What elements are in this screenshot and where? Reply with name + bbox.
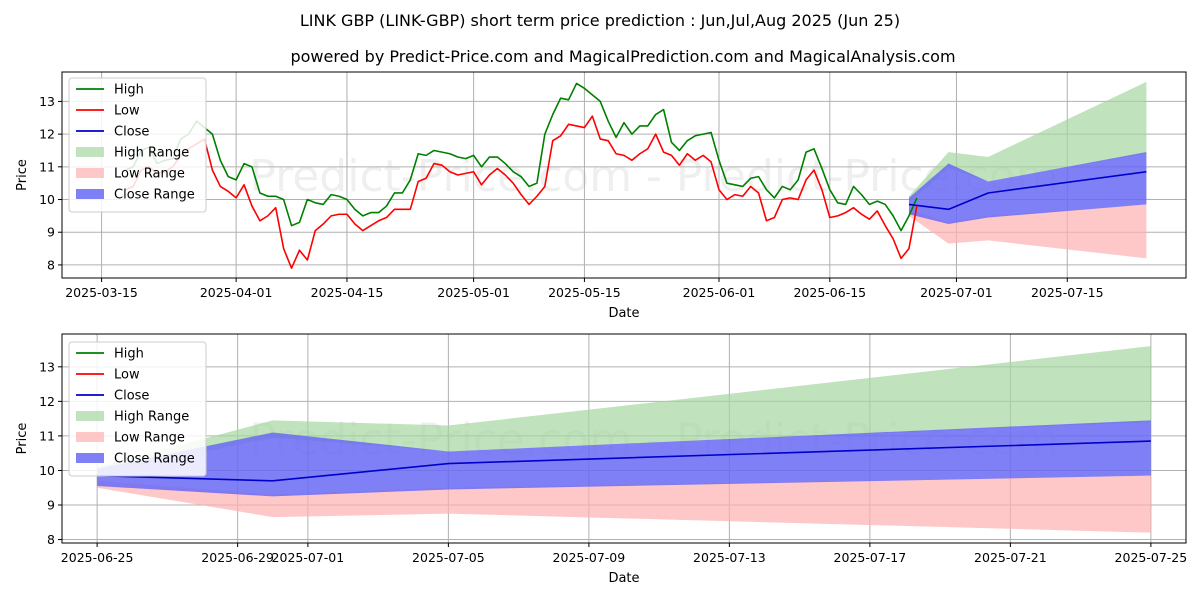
legend-label: Low	[114, 368, 140, 383]
x-tick-label: 2025-07-01	[920, 285, 993, 300]
x-tick-label: 2025-06-15	[793, 285, 866, 300]
x-tick-label: 2025-03-15	[65, 285, 138, 300]
x-tick-label: 2025-06-25	[61, 550, 134, 565]
y-tick-label: 8	[47, 532, 55, 547]
legend-label: Close Range	[114, 452, 195, 467]
x-tick-label: 2025-07-15	[1031, 285, 1104, 300]
chart-title: LINK GBP (LINK-GBP) short term price pre…	[300, 11, 900, 30]
legend-label: High	[114, 347, 144, 362]
legend: High Low Close High Range Low Range Close Ran…	[68, 341, 207, 477]
plot-area	[97, 346, 1151, 533]
legend-label: Low	[114, 104, 140, 119]
legend-label: High Range	[114, 146, 189, 161]
x-tick-label: 2025-05-15	[548, 285, 621, 300]
legend-box	[68, 341, 207, 477]
legend-swatch-low-range	[76, 168, 104, 178]
series-line-close	[97, 440, 1151, 482]
legend-swatch-close-range	[76, 453, 104, 463]
x-tick-label: 2025-07-09	[553, 550, 626, 565]
x-tick-label: 2025-07-21	[974, 550, 1047, 565]
legend-box	[68, 77, 207, 213]
x-tick-label: 2025-07-17	[834, 550, 907, 565]
legend-label: High	[114, 83, 144, 98]
legend-swatch-high-range	[76, 411, 104, 421]
legend: High Low Close High Range Low Range Close Ran…	[68, 77, 207, 213]
legend-swatch-close-range	[76, 189, 104, 199]
y-tick-label: 12	[39, 394, 55, 409]
y-tick-label: 10	[39, 192, 55, 207]
x-axis-title: Date	[608, 571, 639, 586]
y-tick-label: 13	[39, 359, 55, 374]
y-tick-label: 10	[39, 463, 55, 478]
axes-frame	[61, 71, 1187, 279]
legend-label: Close	[114, 389, 149, 404]
top-chart-panel: Predict-Price.com - Predict-Price.com891…	[15, 71, 1187, 321]
x-axis-title: Date	[608, 306, 639, 321]
x-tick-label: 2025-06-01	[683, 285, 756, 300]
x-tick-label: 2025-04-01	[200, 285, 273, 300]
x-tick-label: 2025-05-01	[437, 285, 510, 300]
legend-label: High Range	[114, 410, 189, 425]
series-line-high	[125, 82, 918, 232]
plot-area	[125, 81, 1147, 269]
legend-label: Close Range	[114, 188, 195, 203]
y-tick-label: 8	[47, 257, 55, 272]
y-tick-label: 11	[39, 428, 55, 443]
legend-label: Low Range	[114, 431, 185, 446]
legend-label: Close	[114, 125, 149, 140]
band-high-range	[908, 81, 1147, 203]
legend-label: Low Range	[114, 167, 185, 182]
series-line-close	[908, 170, 1147, 211]
legend-swatch-high-range	[76, 147, 104, 157]
y-tick-label: 13	[39, 94, 55, 109]
series-line-low	[125, 115, 918, 269]
chart-subtitle: powered by Predict-Price.com and Magical…	[290, 47, 955, 66]
y-tick-label: 11	[39, 159, 55, 174]
x-tick-label: 2025-04-15	[311, 285, 384, 300]
y-axis-title: Price	[15, 159, 30, 191]
legend-swatch-low-range	[76, 432, 104, 442]
band-low-range	[97, 475, 1151, 533]
x-tick-label: 2025-07-25	[1115, 550, 1188, 565]
x-tick-label: 2025-07-01	[272, 550, 345, 565]
y-tick-label: 9	[47, 225, 55, 240]
y-tick-label: 12	[39, 127, 55, 142]
bottom-chart-panel: Predict-Price.com - Predict-Price.com891…	[15, 333, 1188, 586]
y-tick-label: 9	[47, 498, 55, 513]
x-tick-label: 2025-06-29	[201, 550, 274, 565]
band-high-range	[97, 346, 1151, 474]
axes-frame	[61, 333, 1187, 544]
x-tick-label: 2025-07-13	[693, 550, 766, 565]
band-low-range	[908, 204, 1147, 259]
y-axis-title: Price	[15, 423, 30, 455]
x-tick-label: 2025-07-05	[412, 550, 485, 565]
